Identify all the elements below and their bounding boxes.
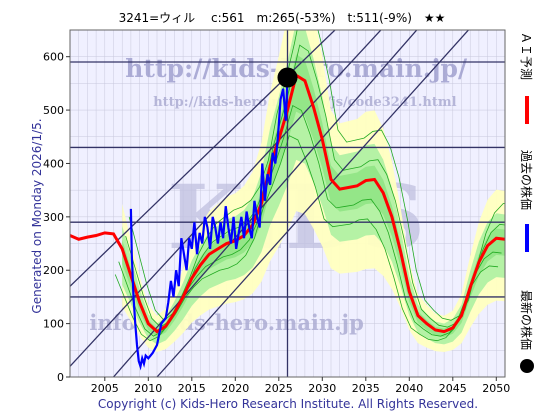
y-tick-label: 0 — [57, 371, 64, 384]
legend-ai-label: ＡＩ予測 — [519, 32, 533, 80]
x-tick-label: 2005 — [91, 382, 119, 395]
chart-title: 3241=ウィル c:561 m:265(-53%) t:511(-9%) ★★ — [119, 11, 446, 25]
y-tick-label: 600 — [43, 51, 64, 64]
trend-channel-line — [70, 30, 382, 367]
y-tick-label: 300 — [43, 211, 64, 224]
x-tick-label: 2010 — [134, 382, 162, 395]
x-tick-label: 2045 — [439, 382, 467, 395]
x-tick-label: 2020 — [221, 382, 249, 395]
legend-actual-label: 過去の株価 — [519, 150, 534, 210]
forecast-band — [122, 30, 505, 345]
legend: ＡＩ予測 過去の株価 最新の株価 — [519, 32, 534, 373]
plot-frame — [69, 29, 506, 378]
legend-latest-dot — [520, 359, 534, 373]
legend-latest-label: 最新の株価 — [519, 290, 534, 350]
x-tick-label: 2030 — [308, 382, 336, 395]
x-tick-label: 2040 — [395, 382, 423, 395]
latest-price-marker — [277, 67, 298, 88]
forecast-band-line — [114, 135, 499, 342]
y-tick-label: 100 — [43, 318, 64, 331]
x-tick-label: 2035 — [352, 382, 380, 395]
x-tick-label: 2025 — [265, 382, 293, 395]
y-tick-label: 200 — [43, 264, 64, 277]
x-tick-label: 2050 — [482, 382, 510, 395]
generated-date: Generated on Monday 2026/1/5. — [30, 118, 44, 313]
trend-channel-line — [156, 30, 470, 377]
forecast-band-line — [128, 30, 505, 321]
plot-area: KIDShttp://kids-hero.main.jp/http://kids… — [43, 29, 510, 395]
copyright-footer: Copyright (c) Kids-Hero Research Institu… — [98, 397, 478, 411]
actual-price-line — [129, 77, 289, 371]
y-tick-label: 500 — [43, 104, 64, 117]
ai-forecast-line — [70, 73, 505, 334]
y-tick-label: 400 — [43, 157, 64, 170]
x-tick-label: 2015 — [178, 382, 206, 395]
